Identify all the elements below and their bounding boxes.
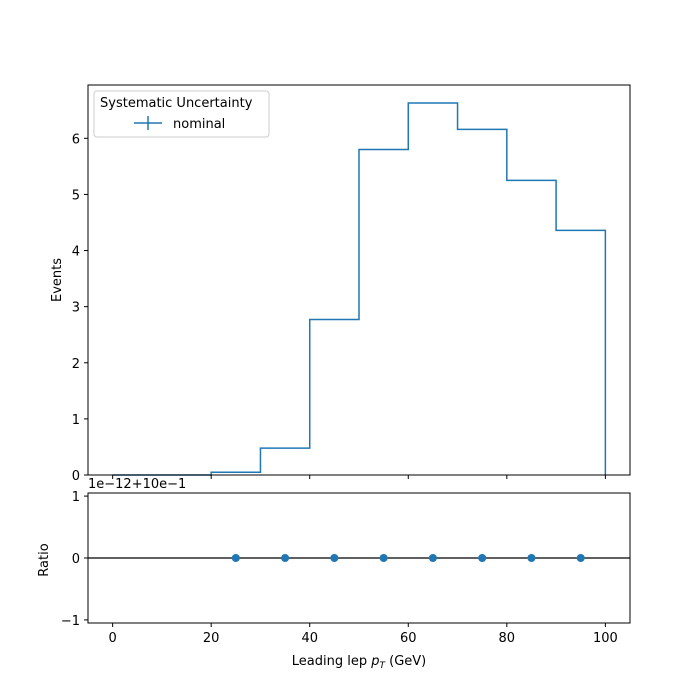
main-y-tick-label: 5 <box>72 188 80 203</box>
x-axis-label-prefix: Leading lep <box>292 654 371 669</box>
x-tick-label: 100 <box>593 631 618 646</box>
x-tick-label: 80 <box>499 631 516 646</box>
legend-marker-nominal <box>134 116 162 130</box>
histogram-series <box>112 102 607 476</box>
main-axes-frame <box>87 84 631 476</box>
ratio-y-tick-label: 0 <box>72 552 80 567</box>
legend-title: Systematic Uncertainty <box>100 96 253 111</box>
main-y-tick-label: 2 <box>72 357 80 372</box>
x-axis-label-suffix: (GeV) <box>385 654 426 669</box>
main-y-tick-label: 4 <box>72 245 80 260</box>
main-x-ticks <box>112 475 606 479</box>
ratio-point <box>576 554 585 562</box>
histogram-line-nominal <box>112 102 607 476</box>
ratio-point <box>379 554 388 562</box>
ratio-point <box>478 554 487 562</box>
ratio-point <box>330 554 339 562</box>
x-tick-label: 20 <box>203 631 220 646</box>
ratio-axes-frame <box>87 492 631 624</box>
ratio-point <box>428 554 437 562</box>
y-axis-label-ratio: Ratio <box>37 543 52 576</box>
x-axis-label-symbol: p <box>370 654 379 669</box>
ratio-y-ticks: −1 0 1 <box>61 490 88 629</box>
main-y-tick-label: 3 <box>72 301 80 316</box>
main-y-ticks: 0 1 2 3 4 5 6 <box>72 132 88 484</box>
x-tick-label: 0 <box>108 631 116 646</box>
legend: Systematic Uncertainty nominal <box>93 90 270 138</box>
legend-box <box>93 90 270 138</box>
y-axis-label-events: Events <box>50 258 65 302</box>
ratio-y-tick-label: 1 <box>72 490 80 505</box>
x-axis-label: Leading lep pT (GeV) <box>292 654 426 671</box>
main-y-tick-label: 1 <box>72 413 80 428</box>
ratio-point <box>527 554 536 562</box>
ratio-y-tick-label: −1 <box>61 614 80 629</box>
main-y-tick-label: 6 <box>72 132 80 147</box>
ratio-panel: −101 0 20 40 60 80 100 1e−12+10e−1 Ratio Lead… <box>37 477 631 671</box>
ratio-points <box>231 554 585 562</box>
x-tick-label: 60 <box>400 631 417 646</box>
ratio-point <box>281 554 290 562</box>
main-y-tick-label: 0 <box>72 469 80 484</box>
ratio-x-ticks: 0 20 40 60 80 100 <box>108 623 618 646</box>
x-axis-label-subscript: T <box>379 661 386 671</box>
ratio-offset-text: 1e−12+10e−1 <box>88 477 186 492</box>
x-tick-label: 40 <box>301 631 318 646</box>
legend-entry-nominal: nominal <box>173 117 225 132</box>
ratio-point <box>231 554 240 562</box>
main-panel: 0 1 2 3 4 5 6 Events Systematic Uncertainty no… <box>50 84 631 484</box>
